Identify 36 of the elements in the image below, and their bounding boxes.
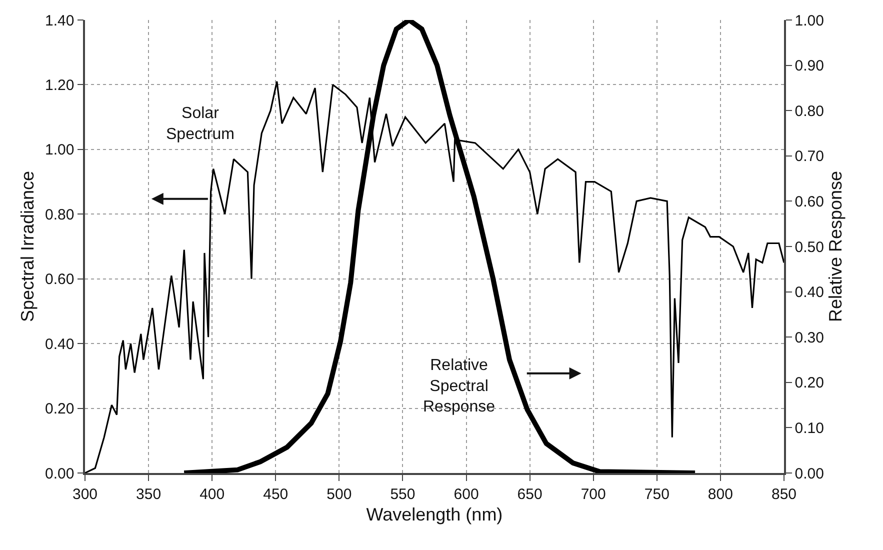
y-tick-label: 0.40 [45, 336, 74, 353]
x-tick-label: 750 [644, 486, 670, 503]
y2-axis-title: Relative Response [826, 170, 846, 322]
y2-tick-label: 0.20 [794, 374, 824, 392]
y-axis-title: Spectral Irradiance [18, 170, 38, 322]
y-tick-label: 0.00 [45, 465, 74, 482]
x-tick-label: 500 [326, 486, 352, 503]
y2-tick-label: 1.00 [794, 12, 824, 30]
x-tick-label: 350 [136, 486, 162, 503]
y-tick-label: 1.20 [45, 76, 74, 94]
x-tick-label: 550 [390, 486, 416, 503]
y2-tick-label: 0.40 [794, 284, 824, 302]
x-tick-label: 650 [517, 486, 542, 503]
annotation: Solar Spectrum [166, 105, 234, 143]
y-tick-label: 0.20 [45, 400, 74, 418]
x-tick-label: 450 [263, 486, 288, 503]
y2-tick-label: 0.50 [794, 238, 824, 256]
x-tick-label: 300 [72, 486, 98, 503]
y2-tick-label: 0.60 [794, 193, 824, 210]
x-tick-label: 400 [200, 486, 225, 503]
annotation: Relative Spectral Response [423, 357, 496, 416]
x-axis-title: Wavelength (nm) [366, 504, 503, 524]
y-tick-label: 0.60 [45, 271, 74, 288]
y-tick-label: 1.40 [45, 12, 74, 30]
y2-tick-label: 0.90 [794, 58, 824, 75]
y-tick-label: 0.80 [45, 206, 74, 224]
y2-tick-label: 0.30 [794, 329, 824, 346]
y2-tick-label: 0.10 [794, 420, 824, 437]
x-tick-label: 600 [454, 486, 479, 503]
x-tick-label: 800 [708, 486, 733, 503]
x-tick-label: 700 [580, 486, 606, 503]
y2-tick-label: 0.80 [794, 102, 824, 120]
y-tick-label: 1.00 [45, 142, 74, 159]
y2-tick-label: 0.00 [794, 465, 824, 482]
y2-tick-label: 0.70 [794, 148, 824, 166]
x-tick-label: 850 [771, 486, 797, 503]
